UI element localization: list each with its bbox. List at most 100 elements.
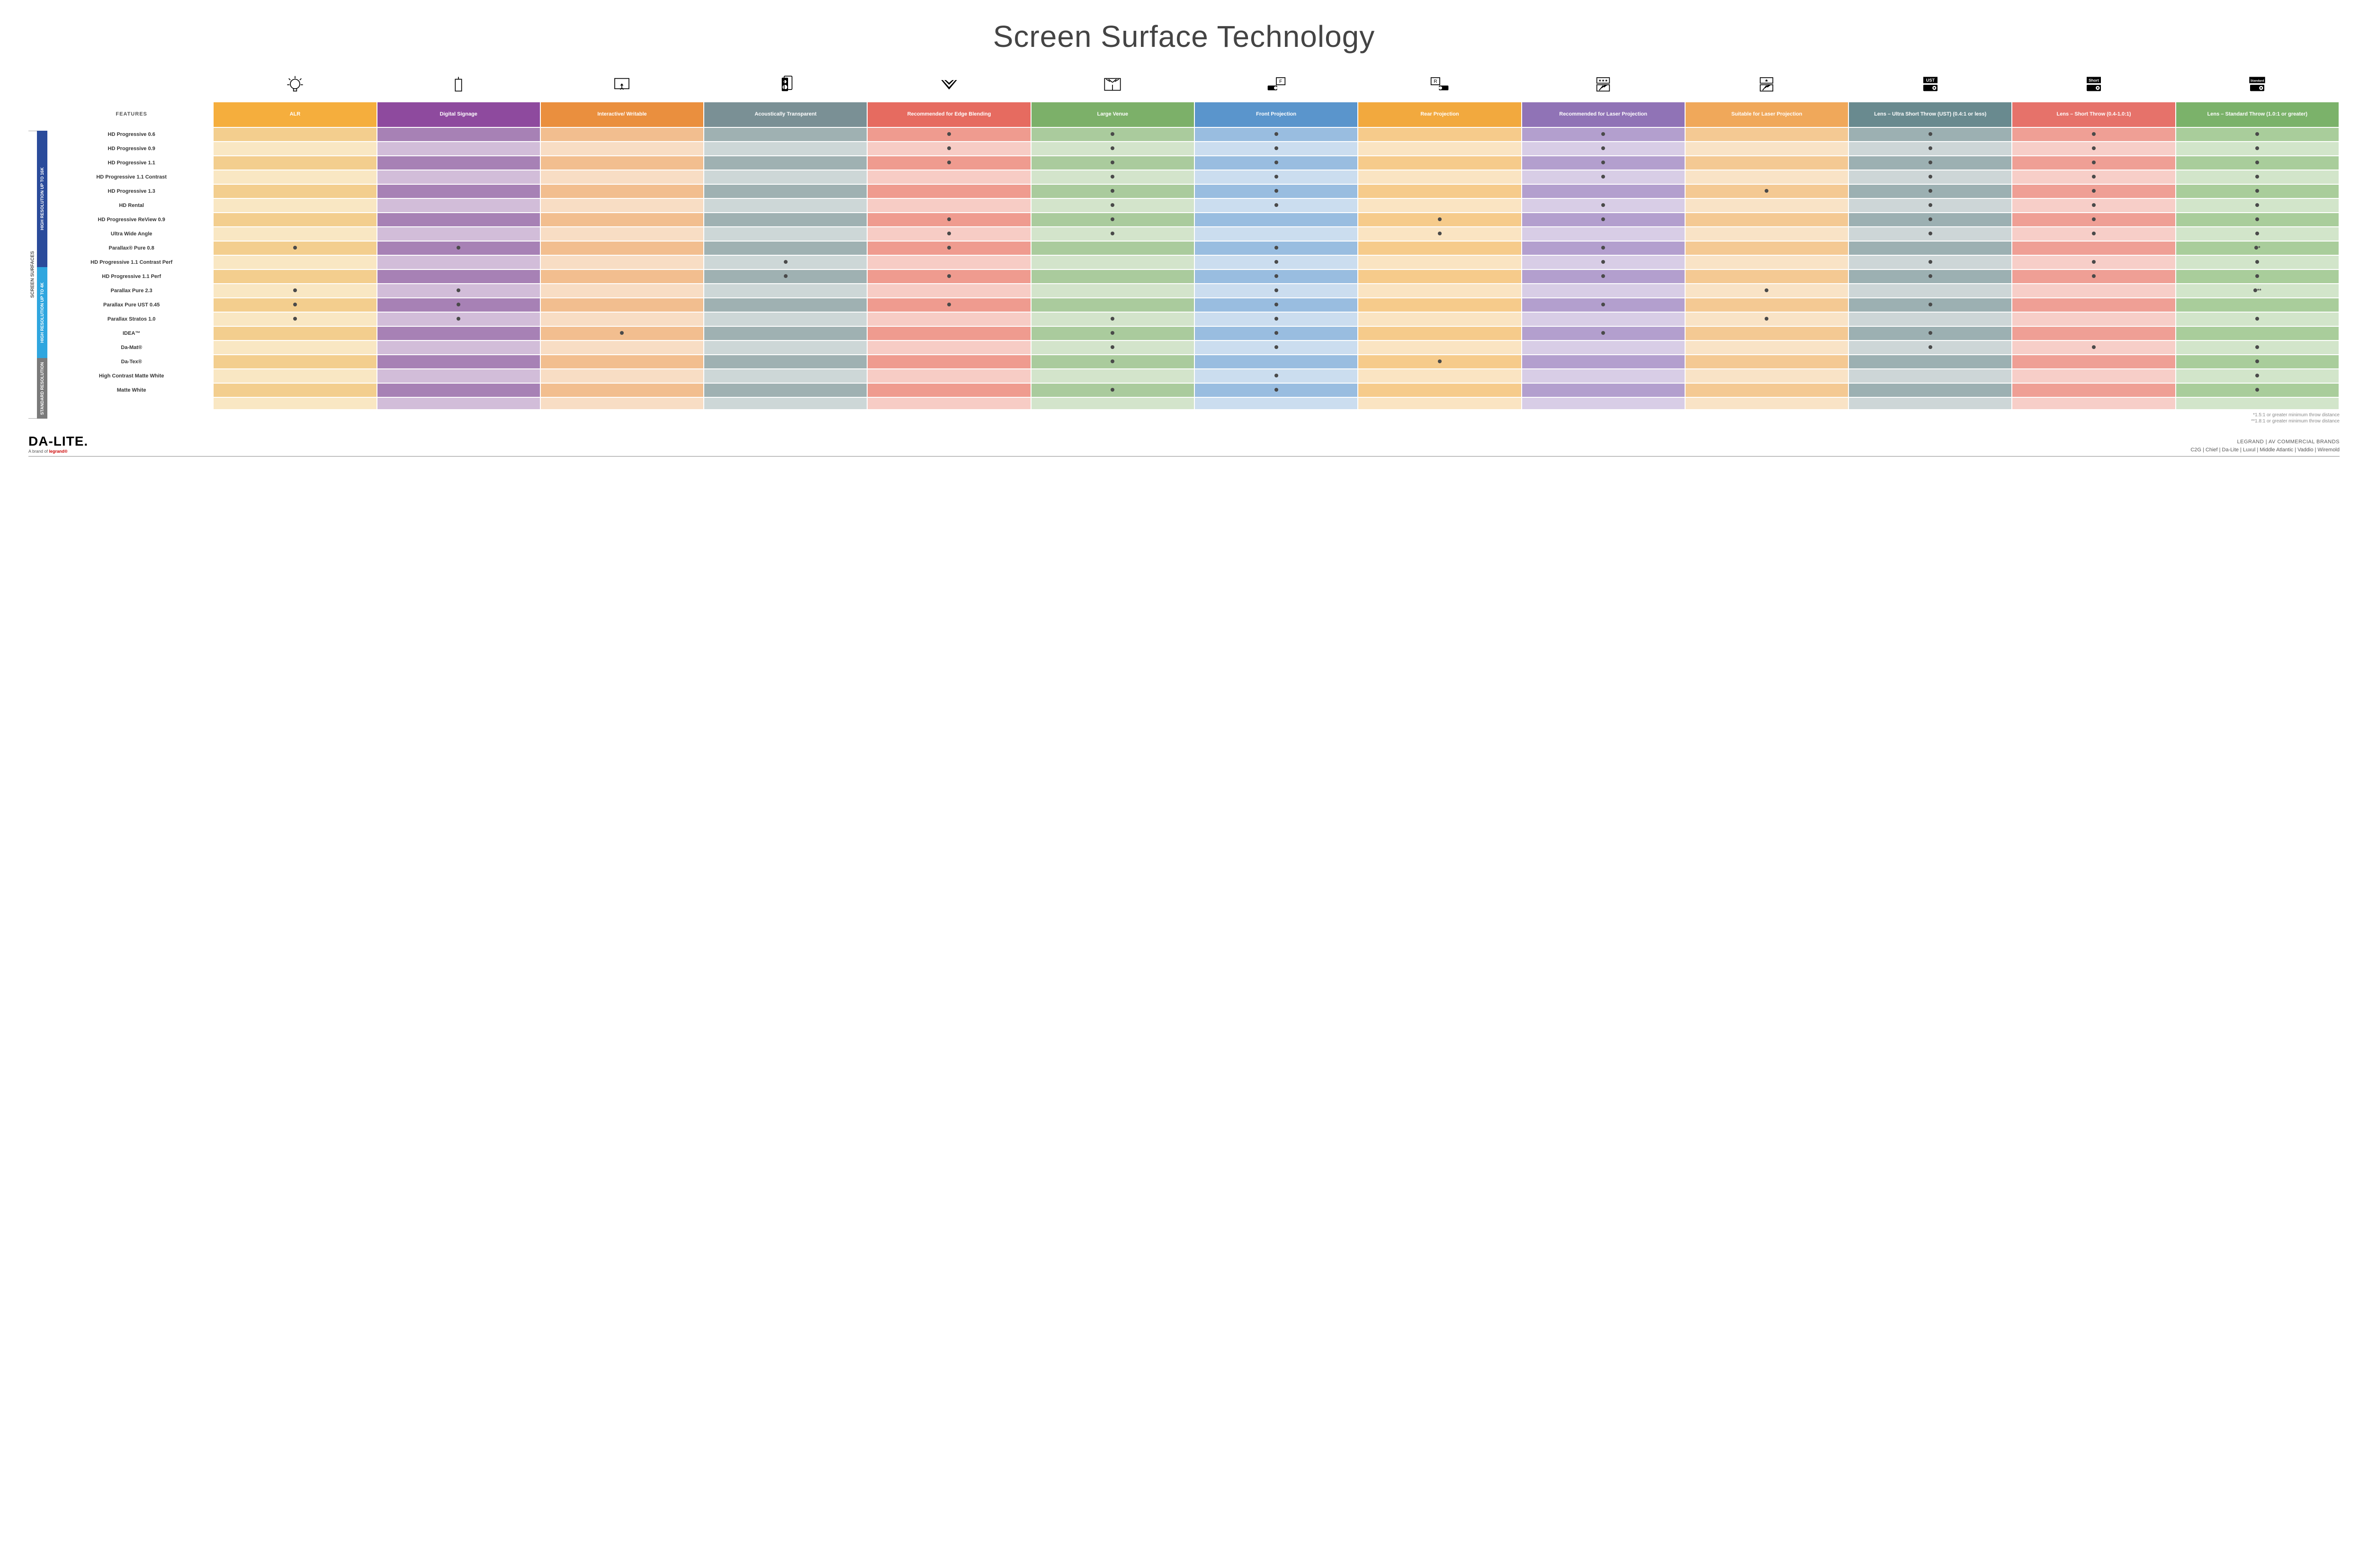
column-icon-front: F bbox=[1194, 69, 1358, 102]
column-icon-short: Short bbox=[2012, 69, 2175, 102]
row-label: HD Progressive 1.1 Perf bbox=[50, 269, 213, 284]
data-cell bbox=[1522, 127, 1685, 142]
data-cell bbox=[213, 142, 377, 156]
row-label: Da-Tex® bbox=[50, 355, 213, 369]
table-row: High Contrast Matte White bbox=[50, 369, 2339, 383]
data-cell bbox=[2176, 227, 2339, 241]
data-cell bbox=[213, 213, 377, 227]
data-cell bbox=[1848, 269, 2012, 284]
data-cell bbox=[1522, 355, 1685, 369]
data-cell bbox=[377, 355, 540, 369]
data-cell bbox=[1848, 326, 2012, 340]
data-cell bbox=[540, 383, 704, 397]
row-label: HD Progressive 1.3 bbox=[50, 184, 213, 198]
data-cell bbox=[2012, 184, 2175, 198]
column-icon-laser-rec: ★★★ bbox=[1522, 69, 1685, 102]
data-cell bbox=[1194, 213, 1358, 227]
data-cell bbox=[2012, 298, 2175, 312]
data-cell bbox=[213, 355, 377, 369]
data-cell bbox=[704, 312, 867, 326]
data-cell bbox=[1031, 326, 1194, 340]
footnotes: *1.5:1 or greater minimum throw distance… bbox=[49, 412, 2340, 424]
data-cell bbox=[213, 284, 377, 298]
column-header: Suitable for Laser Projection bbox=[1685, 102, 1848, 127]
data-cell bbox=[1031, 198, 1194, 213]
data-cell bbox=[1522, 184, 1685, 198]
data-cell bbox=[377, 198, 540, 213]
data-cell bbox=[704, 298, 867, 312]
data-cell bbox=[1031, 227, 1194, 241]
data-cell bbox=[1194, 326, 1358, 340]
row-label: Ultra Wide Angle bbox=[50, 227, 213, 241]
data-cell bbox=[1848, 142, 2012, 156]
data-cell bbox=[1848, 227, 2012, 241]
data-cell bbox=[704, 355, 867, 369]
data-cell bbox=[1194, 312, 1358, 326]
column-header: Recommended for Edge Blending bbox=[867, 102, 1031, 127]
data-cell bbox=[1031, 355, 1194, 369]
data-cell bbox=[1685, 213, 1848, 227]
data-cell bbox=[1194, 198, 1358, 213]
svg-text:★★★: ★★★ bbox=[1598, 78, 1608, 82]
data-cell bbox=[540, 255, 704, 269]
data-cell bbox=[867, 369, 1031, 383]
data-cell bbox=[1848, 198, 2012, 213]
column-icon-signage bbox=[377, 69, 540, 102]
table-row: HD Progressive 1.3 bbox=[50, 184, 2339, 198]
data-cell bbox=[704, 255, 867, 269]
data-cell bbox=[2176, 298, 2339, 312]
column-icon-touch bbox=[540, 69, 704, 102]
data-cell bbox=[2176, 170, 2339, 184]
data-cell bbox=[213, 312, 377, 326]
data-cell bbox=[867, 127, 1031, 142]
data-cell bbox=[540, 241, 704, 255]
data-cell bbox=[540, 284, 704, 298]
data-cell bbox=[2176, 269, 2339, 284]
row-label: HD Progressive ReView 0.9 bbox=[50, 213, 213, 227]
table-row: Da-Mat® bbox=[50, 340, 2339, 355]
data-cell bbox=[1685, 227, 1848, 241]
column-header: Acoustically Transparent bbox=[704, 102, 867, 127]
data-cell bbox=[1685, 269, 1848, 284]
data-cell bbox=[2176, 142, 2339, 156]
data-cell bbox=[1358, 255, 1521, 269]
data-cell bbox=[213, 184, 377, 198]
row-label: HD Progressive 0.9 bbox=[50, 142, 213, 156]
data-cell bbox=[704, 326, 867, 340]
data-cell bbox=[540, 340, 704, 355]
data-cell bbox=[377, 213, 540, 227]
data-cell bbox=[1358, 142, 1521, 156]
column-icon-ust: UST bbox=[1848, 69, 2012, 102]
data-cell bbox=[704, 127, 867, 142]
data-cell bbox=[704, 170, 867, 184]
data-cell bbox=[377, 156, 540, 170]
data-cell bbox=[2012, 284, 2175, 298]
data-cell bbox=[540, 184, 704, 198]
data-cell bbox=[704, 198, 867, 213]
table-row: HD Progressive 1.1 bbox=[50, 156, 2339, 170]
data-cell bbox=[1031, 127, 1194, 142]
data-cell bbox=[1685, 156, 1848, 170]
table-row: Parallax Stratos 1.0 bbox=[50, 312, 2339, 326]
data-cell bbox=[867, 298, 1031, 312]
data-cell bbox=[1031, 298, 1194, 312]
data-cell bbox=[1194, 142, 1358, 156]
table-row: HD Rental bbox=[50, 198, 2339, 213]
table-row: Ultra Wide Angle bbox=[50, 227, 2339, 241]
data-cell bbox=[1031, 156, 1194, 170]
data-cell bbox=[1358, 298, 1521, 312]
data-cell bbox=[1194, 369, 1358, 383]
data-cell bbox=[1685, 255, 1848, 269]
data-cell bbox=[2176, 198, 2339, 213]
data-cell bbox=[540, 269, 704, 284]
data-cell bbox=[1848, 312, 2012, 326]
data-cell: * bbox=[2176, 241, 2339, 255]
data-cell bbox=[1031, 312, 1194, 326]
data-cell bbox=[1194, 269, 1358, 284]
icon-header-row: FR★★★★USTShortStandard bbox=[50, 69, 2339, 102]
row-label: HD Progressive 1.1 Contrast Perf bbox=[50, 255, 213, 269]
data-cell bbox=[377, 312, 540, 326]
data-cell bbox=[2176, 156, 2339, 170]
column-header: Interactive/ Writable bbox=[540, 102, 704, 127]
column-icon-speaker bbox=[704, 69, 867, 102]
